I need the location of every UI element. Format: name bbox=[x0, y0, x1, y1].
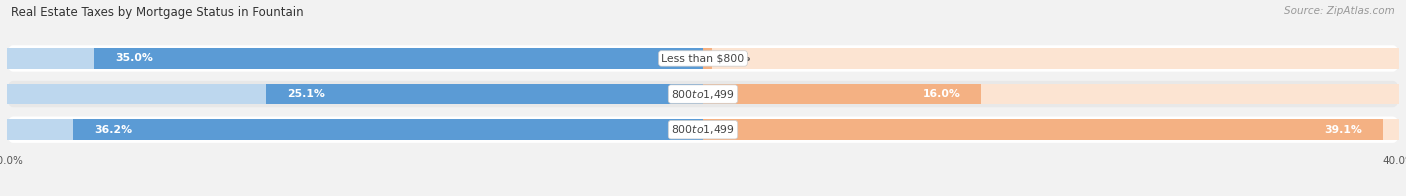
Bar bbox=[703, 48, 1399, 69]
Bar bbox=[703, 84, 981, 104]
FancyBboxPatch shape bbox=[7, 45, 1399, 72]
Bar bbox=[7, 48, 703, 69]
Bar bbox=[73, 119, 703, 140]
Text: 35.0%: 35.0% bbox=[115, 54, 153, 64]
Text: Less than $800: Less than $800 bbox=[661, 54, 745, 64]
Bar bbox=[94, 48, 703, 69]
Bar bbox=[703, 119, 1384, 140]
Text: 25.1%: 25.1% bbox=[287, 89, 325, 99]
Text: $800 to $1,499: $800 to $1,499 bbox=[671, 88, 735, 101]
Text: 16.0%: 16.0% bbox=[922, 89, 960, 99]
Bar bbox=[703, 84, 1399, 104]
Bar bbox=[703, 119, 1399, 140]
FancyBboxPatch shape bbox=[7, 81, 1399, 107]
Text: Source: ZipAtlas.com: Source: ZipAtlas.com bbox=[1284, 6, 1395, 16]
Text: Real Estate Taxes by Mortgage Status in Fountain: Real Estate Taxes by Mortgage Status in … bbox=[11, 6, 304, 19]
Bar bbox=[7, 119, 703, 140]
Text: 39.1%: 39.1% bbox=[1324, 125, 1362, 135]
Bar bbox=[266, 84, 703, 104]
FancyBboxPatch shape bbox=[7, 117, 1399, 143]
Text: $800 to $1,499: $800 to $1,499 bbox=[671, 123, 735, 136]
Text: 0.5%: 0.5% bbox=[720, 54, 751, 64]
Text: 36.2%: 36.2% bbox=[94, 125, 132, 135]
Bar bbox=[703, 48, 711, 69]
Bar bbox=[7, 84, 703, 104]
